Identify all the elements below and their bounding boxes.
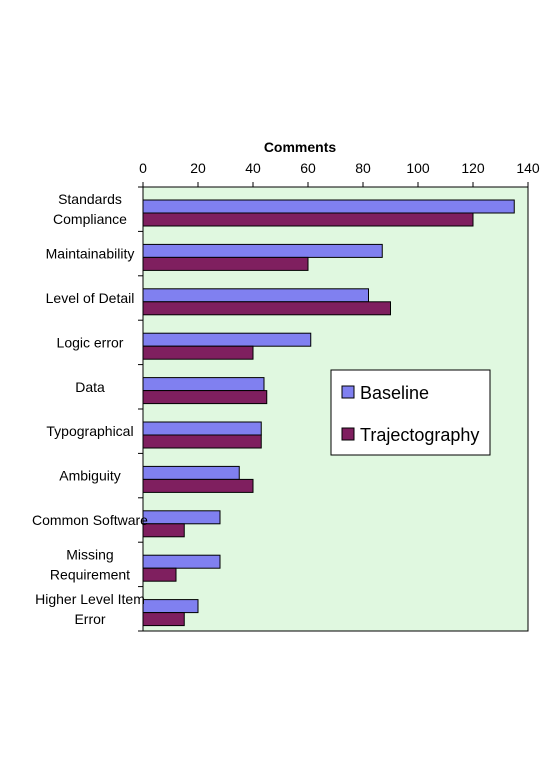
legend-swatch-trajectography — [341, 427, 355, 441]
legend-label-baseline: Baseline — [360, 383, 429, 403]
bar-baseline — [142, 465, 240, 480]
x-tick-label: 20 — [190, 160, 206, 176]
x-axis: 0 20 40 60 80 100 120 140 — [139, 160, 540, 187]
legend-box — [330, 369, 491, 456]
legend-swatch-baseline — [341, 385, 355, 399]
bar-trajectography — [142, 523, 185, 538]
category-labels: Standards Compliance Maintainability Level … — [32, 191, 148, 627]
category-label: Data — [75, 379, 105, 395]
category-label: Logic error — [57, 334, 124, 350]
x-tick-label: 120 — [461, 160, 485, 176]
bar-trajectography — [142, 478, 254, 493]
x-tick-label: 140 — [516, 160, 540, 176]
x-axis-title: Comments — [264, 139, 337, 155]
y-axis — [138, 186, 143, 632]
legend: Baseline Trajectography — [330, 369, 491, 456]
bar-trajectography — [142, 612, 185, 627]
bar-trajectography — [142, 301, 391, 316]
category-label: Level of Detail — [46, 290, 135, 306]
bar-baseline — [142, 199, 515, 214]
bar-baseline — [142, 288, 369, 303]
x-tick-label: 80 — [355, 160, 371, 176]
category-label: Standards Compliance — [53, 191, 127, 227]
bar-trajectography — [142, 567, 177, 582]
bar-trajectography — [142, 345, 254, 360]
category-label: Higher Level Item Error — [35, 591, 145, 627]
category-label: Missing Requirement — [50, 546, 130, 582]
legend-label-trajectography: Trajectography — [360, 425, 479, 445]
bar-baseline — [142, 421, 262, 436]
category-label: Common Software — [32, 512, 148, 528]
bar-trajectography — [142, 212, 474, 227]
x-tick-label: 0 — [139, 160, 147, 176]
bar-baseline — [142, 599, 199, 614]
category-label: Maintainability — [46, 246, 135, 262]
bar-baseline — [142, 243, 383, 258]
bar-trajectography — [142, 434, 262, 449]
bar-baseline — [142, 332, 312, 347]
category-label: Typographical — [46, 423, 133, 439]
bars — [142, 199, 515, 627]
bar-baseline — [142, 554, 221, 569]
bar-baseline — [142, 377, 265, 392]
category-label: Ambiguity — [59, 468, 120, 484]
x-tick-label: 60 — [300, 160, 316, 176]
bar-trajectography — [142, 390, 268, 405]
bar-baseline — [142, 510, 221, 525]
x-tick-label: 100 — [406, 160, 430, 176]
bar-trajectography — [142, 256, 309, 271]
x-tick-label: 40 — [245, 160, 261, 176]
